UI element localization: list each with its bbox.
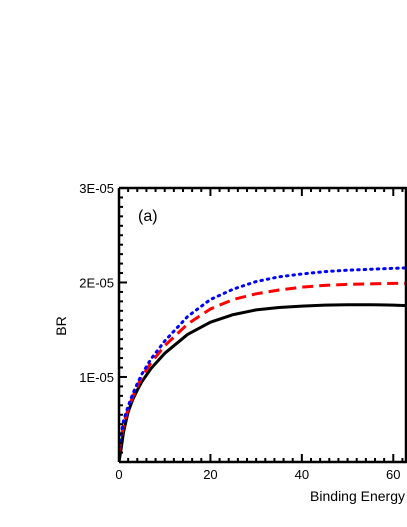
tick-marks <box>118 187 404 463</box>
x-tick-label: 60 <box>386 467 400 482</box>
y-tick-label: 1E-05 <box>79 370 114 385</box>
series-line-3 <box>119 266 407 450</box>
tick-labels: 0 20 40 60 1E-05 2E-05 3E-05 <box>79 181 400 482</box>
series-line-2 <box>119 281 407 453</box>
x-tick-label: 0 <box>115 467 122 482</box>
x-tick-label: 40 <box>295 467 309 482</box>
panel-label: (a) <box>138 208 158 225</box>
data-layer <box>119 266 407 462</box>
x-axis-title: Binding Energy <box>310 488 405 504</box>
y-tick-label: 3E-05 <box>79 181 114 196</box>
y-tick-label: 2E-05 <box>79 275 114 290</box>
y-axis-title: BR <box>53 316 69 335</box>
x-tick-label: 20 <box>203 467 217 482</box>
axes-frame <box>117 186 407 464</box>
